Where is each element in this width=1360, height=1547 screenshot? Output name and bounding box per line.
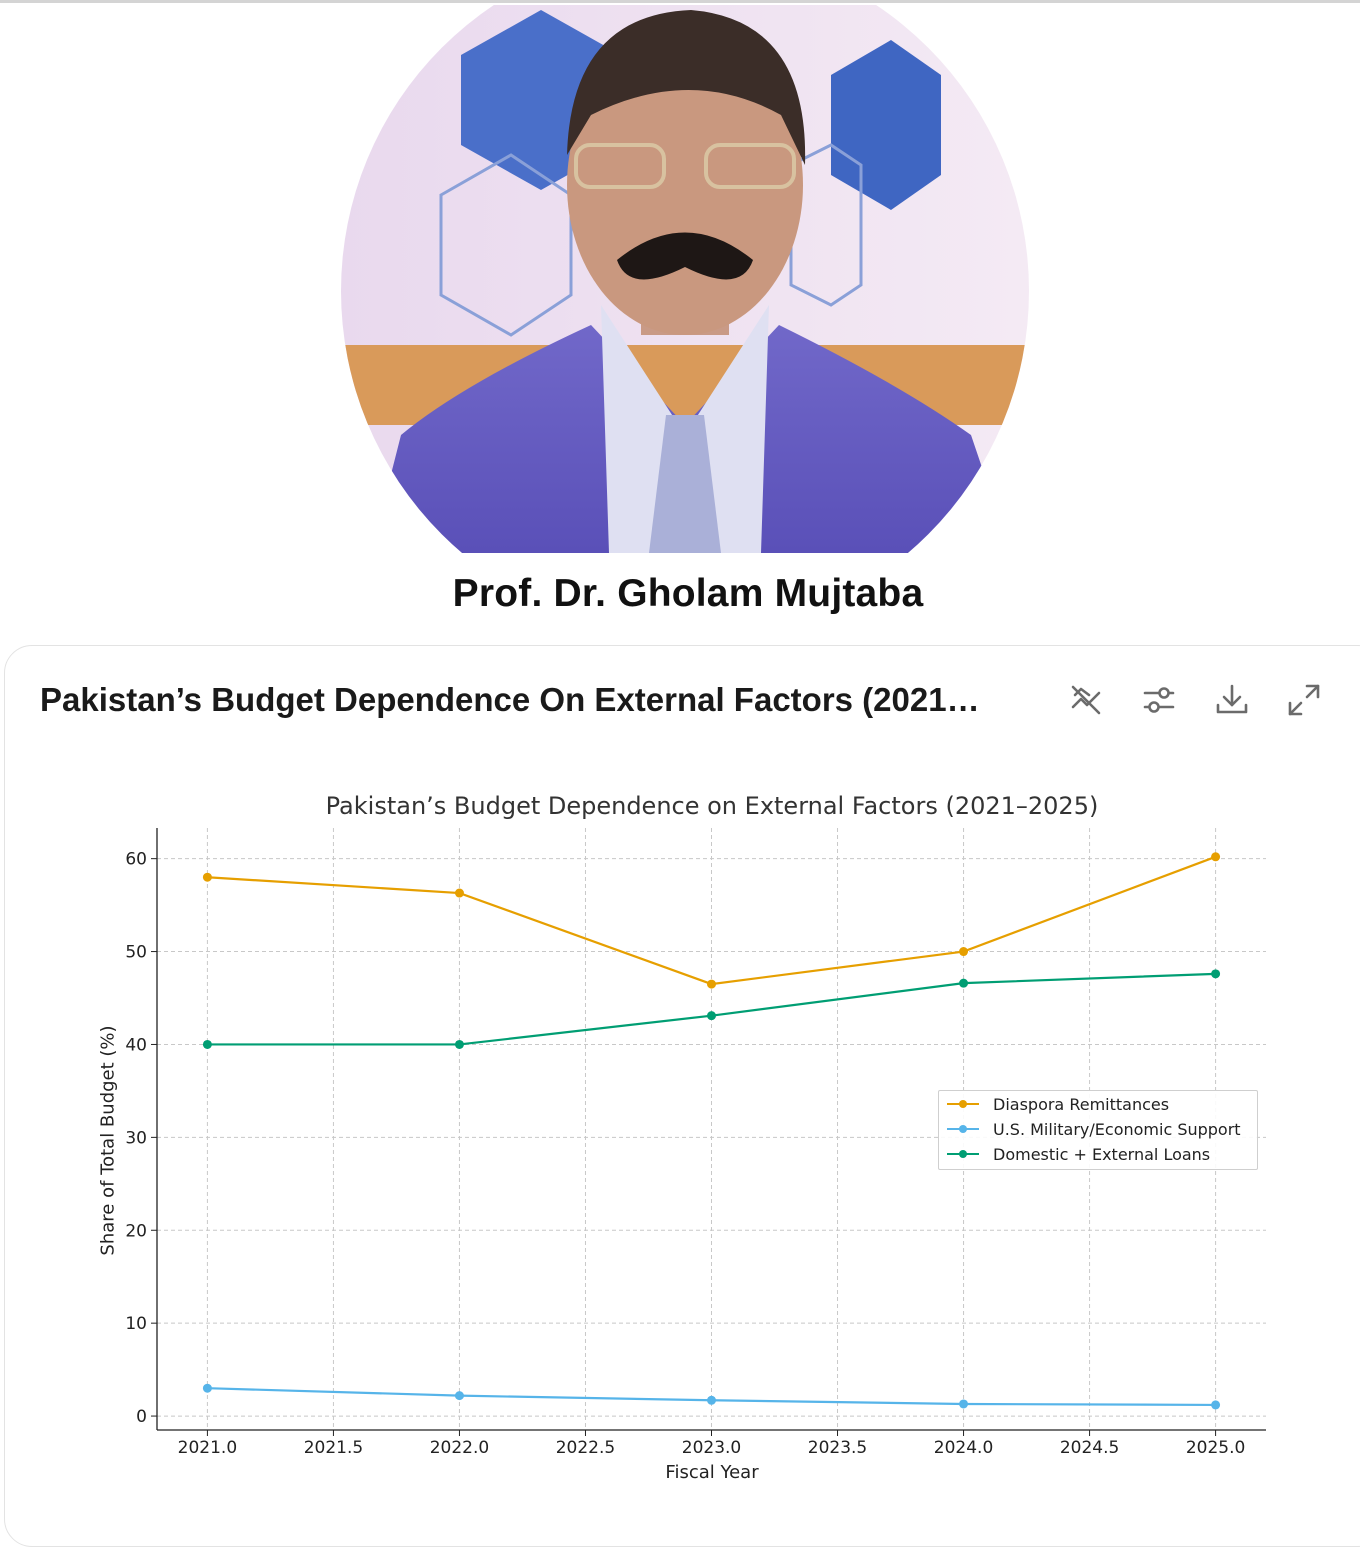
y-tick-label: 30: [125, 1128, 147, 1148]
card-title: Pakistan’s Budget Dependence On External…: [40, 681, 980, 718]
data-point: [707, 1011, 716, 1021]
legend-swatch: [947, 1097, 979, 1111]
data-point: [707, 1395, 716, 1405]
legend-label: Diaspora Remittances: [993, 1094, 1170, 1114]
x-tick-label: 2025.0: [1186, 1438, 1245, 1458]
legend-label: U.S. Military/Economic Support: [993, 1119, 1241, 1139]
adjust-icon[interactable]: [1139, 680, 1179, 720]
data-point: [454, 1039, 464, 1049]
legend-label: Domestic + External Loans: [993, 1144, 1211, 1164]
data-point: [454, 888, 464, 898]
legend-swatch: [947, 1122, 979, 1136]
x-tick-label: 2021.0: [178, 1438, 237, 1458]
line-chart: 2021.0 2021.5 2022.0 2022.5 2023.0 2023.5 2024…: [0, 780, 1360, 1486]
x-tick-label: 2023.5: [808, 1438, 867, 1458]
x-tick-label: 2024.5: [1060, 1438, 1119, 1458]
legend-item: U.S. Military/Economic Support: [947, 1118, 1241, 1140]
x-tick-label: 2023.0: [682, 1438, 741, 1458]
data-point: [959, 978, 969, 988]
legend-swatch: [947, 1147, 979, 1161]
x-axis-label: Fiscal Year: [665, 1462, 759, 1483]
profile-name: Prof. Dr. Gholam Mujtaba: [452, 572, 924, 615]
y-tick-label: 40: [125, 1035, 147, 1055]
y-tick-label: 50: [125, 943, 147, 963]
x-tick-label: 2022.5: [556, 1438, 615, 1458]
y-tick-label: 60: [125, 850, 147, 870]
profile-photo: [341, 5, 1029, 553]
chart-svg: 2021.0 2021.5 2022.0 2022.5 2023.0 2023.5 2024…: [125, 828, 1266, 1458]
legend-item: Diaspora Remittances: [947, 1093, 1169, 1115]
x-tick-label: 2021.5: [304, 1438, 363, 1458]
y-tick-label: 10: [125, 1314, 147, 1334]
expand-icon[interactable]: [1284, 680, 1324, 720]
data-point: [707, 979, 716, 989]
data-point: [202, 1039, 212, 1049]
y-tick-label: 20: [125, 1221, 147, 1241]
data-point: [1211, 969, 1221, 979]
data-point: [1211, 1400, 1221, 1410]
data-point: [959, 1399, 969, 1409]
data-point: [202, 872, 212, 882]
y-tick-label: 0: [136, 1407, 147, 1427]
y-axis-label: Share of Total Budget (%): [97, 1025, 119, 1256]
chart-title: Pakistan’s Budget Dependence on External…: [325, 792, 1099, 820]
data-point: [1211, 852, 1221, 862]
data-point: [959, 947, 969, 957]
download-icon[interactable]: [1212, 680, 1252, 720]
legend-item: Domestic + External Loans: [947, 1143, 1210, 1165]
x-tick-label: 2024.0: [934, 1438, 993, 1458]
chart-type-icon[interactable]: [1066, 680, 1106, 720]
data-point: [202, 1383, 212, 1393]
top-divider: [0, 0, 1360, 3]
data-point: [454, 1391, 464, 1401]
chart-legend: Diaspora Remittances U.S. Military/Econo…: [938, 1090, 1258, 1170]
x-tick-label: 2022.0: [430, 1438, 489, 1458]
